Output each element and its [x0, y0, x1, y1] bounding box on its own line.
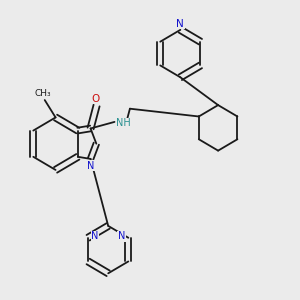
Text: N: N	[91, 231, 99, 241]
Text: N: N	[118, 231, 125, 241]
Text: NH: NH	[116, 118, 131, 128]
Text: N: N	[176, 19, 184, 28]
Text: O: O	[91, 94, 99, 103]
Text: CH₃: CH₃	[35, 89, 52, 98]
Text: N: N	[87, 161, 94, 171]
